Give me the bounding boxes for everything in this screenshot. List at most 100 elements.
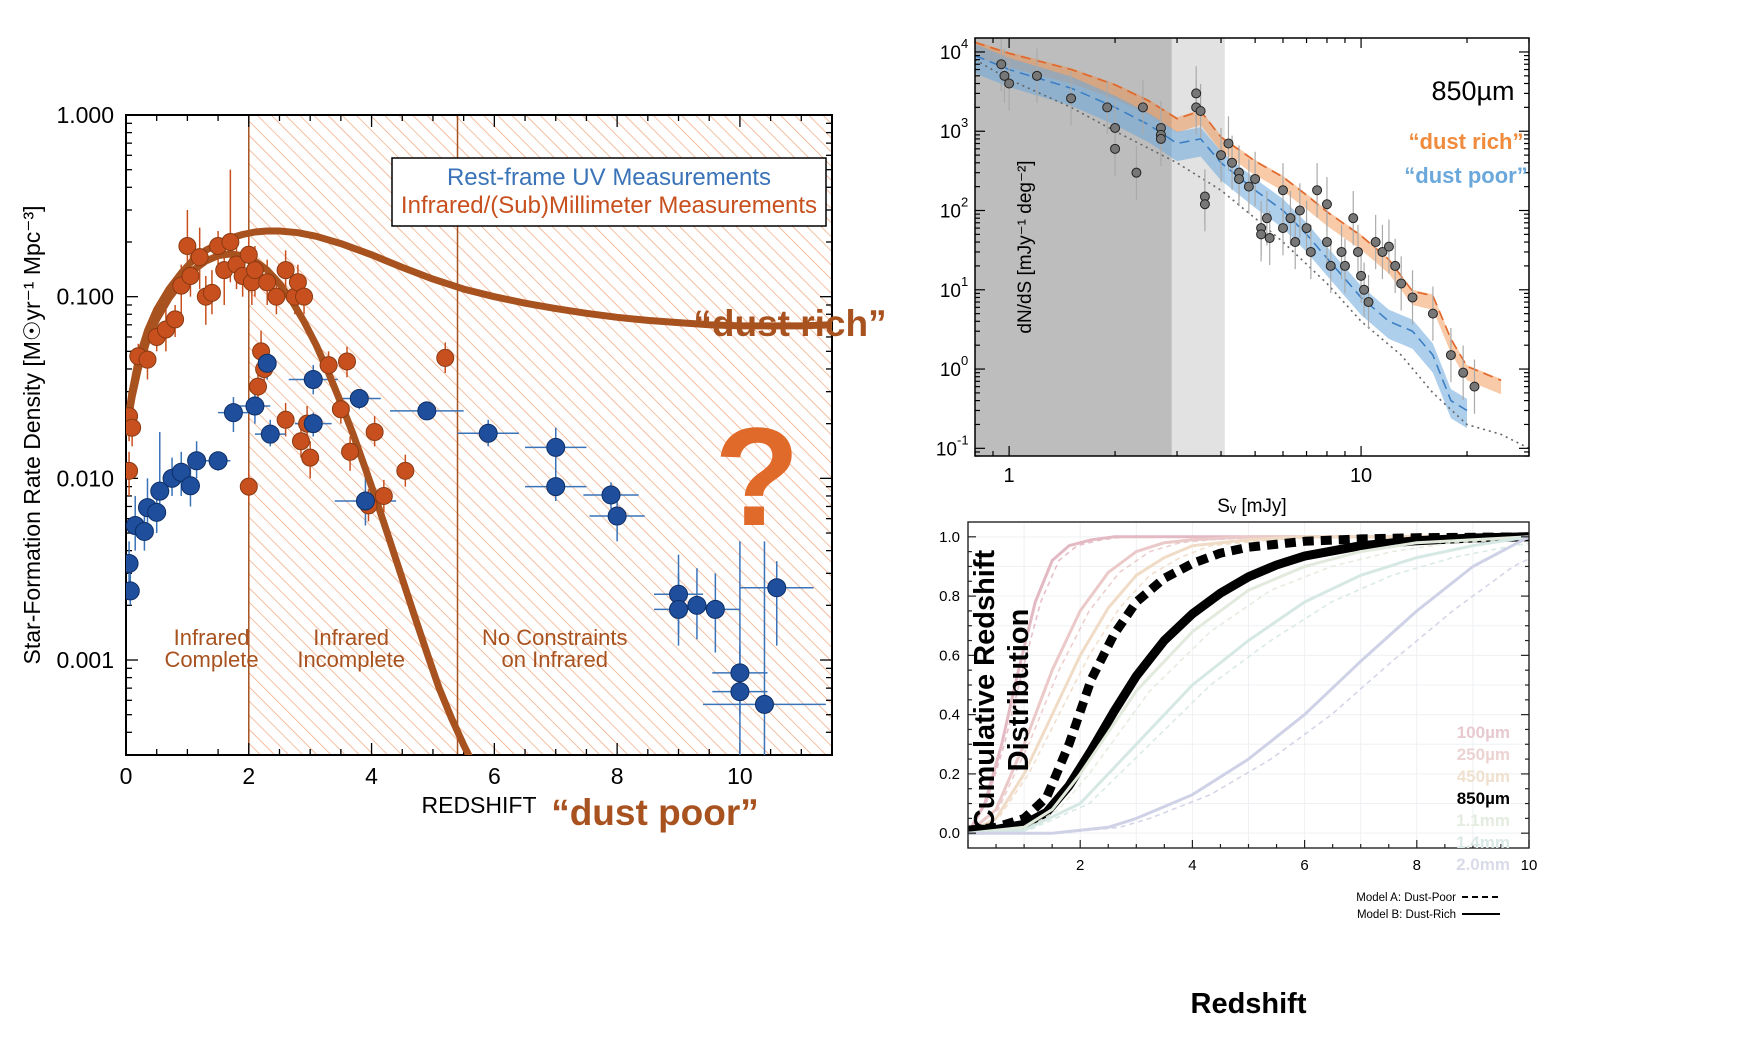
legend-box: [391, 157, 827, 227]
ir-point: [202, 283, 221, 302]
count-point: [1256, 229, 1267, 240]
ir-point: [245, 261, 264, 280]
y-axis-label: Star-Formation Rate Density [M☉yr⁻¹ Mpc⁻…: [19, 206, 45, 665]
legend: Rest-frame UV MeasurementsInfrared/(Sub)…: [391, 157, 827, 227]
count-point: [999, 70, 1010, 81]
uv-point: [355, 491, 375, 511]
y-tick-label: 10: [940, 281, 961, 302]
y-tick-label: 0.001: [56, 647, 114, 673]
count-point: [1131, 167, 1142, 178]
count-point: [1191, 88, 1202, 99]
count-point: [1325, 260, 1336, 271]
uv-point: [687, 595, 707, 615]
count-point: [1407, 292, 1418, 303]
ir-point: [396, 461, 415, 480]
count-point: [1216, 150, 1227, 161]
count-point: [1102, 102, 1113, 113]
count-point: [1352, 246, 1363, 257]
y-tick-label: 0.8: [939, 588, 960, 605]
uv-point: [171, 462, 191, 482]
count-point: [1137, 102, 1148, 113]
wavelength-legend-item: 250µm: [1457, 745, 1510, 764]
wavelength-legend-item: 1.4mm: [1456, 833, 1510, 852]
x-tick-label: 10: [727, 763, 753, 789]
uv-point: [208, 451, 228, 471]
count-point: [1277, 185, 1288, 196]
count-point: [996, 59, 1007, 70]
y-tick-label: 10: [940, 43, 961, 64]
series-line: [968, 535, 1529, 835]
ir-point: [221, 232, 240, 251]
uv-point: [257, 353, 277, 373]
count-point: [1285, 213, 1296, 224]
uv-point: [730, 682, 750, 702]
x-tick-label: 1: [1004, 465, 1015, 487]
series-line-dashed: [968, 536, 1529, 834]
count-point: [1363, 297, 1374, 308]
region-label: on Infrared: [502, 647, 608, 672]
count-point: [1199, 199, 1210, 210]
count-point: [1277, 223, 1288, 234]
count-point: [1155, 133, 1166, 144]
sfrd-chart: 0.001 0.010 0.100 1.000 0 2 4 6 8 10 REDSHIFT Star-…: [19, 102, 887, 833]
x-tick-label: 2: [242, 763, 255, 789]
count-point: [1250, 173, 1261, 184]
ir-point: [436, 348, 455, 367]
count-point: [1294, 205, 1305, 216]
series-line: [968, 535, 1529, 835]
uv-point: [601, 485, 621, 505]
uv-point: [669, 599, 689, 619]
count-point: [1390, 260, 1401, 271]
count-point: [1264, 232, 1275, 243]
count-point: [1004, 78, 1015, 89]
count-point: [1305, 246, 1316, 257]
series-line: [968, 535, 1529, 835]
legend-ir: Infrared/(Sub)Millimeter Measurements: [401, 192, 817, 219]
series-line-dashed: [968, 538, 1529, 834]
uv-point: [187, 451, 207, 471]
y-axis-label-line1: Cumulative Redshift: [969, 549, 1001, 830]
y-tick-label: 10: [940, 360, 961, 381]
region-label: Infrared: [174, 625, 250, 650]
region-label: Infrared: [313, 625, 389, 650]
count-point: [1301, 223, 1312, 234]
wavelength-legend-item: 1.1mm: [1456, 811, 1510, 830]
dust-rich-dashed: [975, 41, 1502, 382]
uv-point: [607, 506, 627, 526]
count-point: [1377, 246, 1388, 257]
x-tick-label: 6: [1300, 857, 1308, 874]
x-tick-label: 4: [1188, 857, 1196, 874]
legend-dust-rich: “dust rich”: [1409, 129, 1524, 154]
ir-point: [190, 248, 209, 267]
uv-point: [349, 389, 369, 409]
ir-point: [295, 287, 314, 306]
count-point: [1290, 237, 1301, 248]
uv-point: [417, 401, 437, 421]
count-point: [1445, 350, 1456, 361]
uv-point: [126, 581, 140, 601]
ir-point: [331, 400, 350, 419]
count-point: [1396, 278, 1407, 289]
y-tick-label: 1.000: [56, 102, 114, 128]
shaded-region-light: [1171, 38, 1225, 456]
model-legend-a: Model A: Dust-Poor: [1356, 892, 1456, 904]
ir-point: [258, 273, 277, 292]
ir-point: [166, 310, 185, 329]
uv-point: [134, 521, 154, 541]
y-tick-label: 0.010: [56, 465, 114, 491]
series-line: [968, 535, 1529, 834]
x-tick-label: 8: [611, 763, 624, 789]
ir-point: [276, 261, 295, 280]
count-point: [1195, 105, 1206, 116]
count-point: [1223, 138, 1234, 149]
x-tick-label: 0: [120, 763, 133, 789]
question-mark: ?: [714, 398, 800, 555]
count-point: [1234, 173, 1245, 184]
x-axis-label: Sᵥ [mJy]: [1217, 496, 1286, 517]
count-point: [1359, 284, 1370, 295]
wavelength-legend-item: 850µm: [1457, 789, 1510, 808]
y-tick-label: 0.4: [939, 707, 960, 724]
count-point: [1383, 241, 1394, 252]
